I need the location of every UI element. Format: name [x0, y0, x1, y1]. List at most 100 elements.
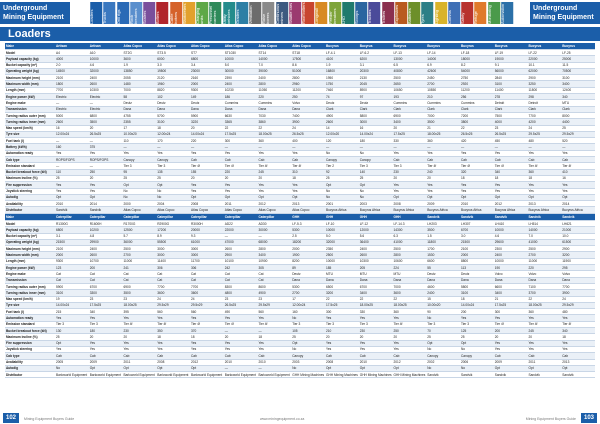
category-tab[interactable]: Personnel carriers — [209, 2, 222, 24]
category-tab[interactable]: Cable bolters — [169, 2, 182, 24]
table-cell: 2009 — [88, 359, 123, 366]
category-tab[interactable]: Comms — [447, 2, 460, 24]
table-cell: 3600 — [392, 289, 427, 297]
table-row: Availability 2005 2009 2011 2008 2012 2010 2010… — [5, 359, 595, 366]
table-cell: Cab — [122, 352, 157, 360]
category-tab[interactable]: Tyres — [421, 2, 434, 24]
table-cell: 90 — [426, 308, 460, 316]
table-cell: 70500 — [561, 68, 595, 76]
category-tab[interactable]: Batteries — [408, 2, 421, 24]
footer-text-center[interactable]: www.miningequipment.co.za — [260, 417, 305, 421]
category-tab[interactable]: Explosives — [394, 2, 407, 24]
table-cell: 230 — [392, 169, 427, 176]
table-cell: Cat — [122, 270, 157, 278]
table-cell: 340 — [88, 308, 123, 316]
table-cell: Cab — [392, 156, 427, 164]
table-cell: Opt — [561, 365, 595, 373]
table-cell: 20 — [190, 125, 224, 132]
table-cell: No — [325, 188, 359, 195]
category-tab[interactable]: Bolters — [156, 2, 169, 24]
header-make-cell: Bucyrus — [325, 43, 359, 50]
table-cell: Opt — [358, 365, 393, 373]
table-cell: 4.6 — [88, 62, 123, 69]
category-tab[interactable]: Shuttle cars — [288, 2, 301, 24]
category-tab[interactable]: Utility vehicles — [222, 2, 235, 24]
table-cell: Yes — [223, 181, 258, 189]
category-tab[interactable]: Lighting — [434, 2, 447, 24]
table-cell: 2160 — [190, 74, 224, 82]
category-tab[interactable]: Automation — [500, 2, 513, 24]
row-label: Bucket capacity (m³) — [5, 62, 55, 69]
table-cell: 1.9 — [122, 62, 157, 69]
category-tab[interactable]: Scoops — [355, 2, 368, 24]
table-cell: 3200 — [325, 289, 359, 297]
category-tab[interactable]: Ventilation — [249, 2, 262, 24]
table-cell: 4800 — [223, 289, 258, 297]
table-cell: 12000 — [358, 226, 393, 234]
category-tab[interactable]: Drill rigs — [116, 2, 129, 24]
table-row: Max speed (km/h) 16 20 17 18 20 22 22 24 14 16 20 21… — [5, 125, 595, 132]
table-cell: 2600 — [358, 251, 393, 259]
category-tab[interactable]: Tractors — [368, 2, 381, 24]
header-make-cell: Caterpillar — [55, 214, 89, 221]
table-cell: Yes — [392, 150, 427, 158]
category-tab[interactable]: Raise borers — [262, 2, 275, 24]
table-cell: 18 — [493, 175, 528, 183]
category-tab[interactable]: Rock breakers — [129, 2, 142, 24]
category-tab[interactable]: Loaders — [90, 2, 103, 24]
table-cell: LF-22 — [527, 49, 562, 57]
row-label: Max speed (km/h) — [5, 296, 55, 303]
table-cell: 3000 — [190, 245, 224, 253]
category-tab[interactable]: Feeder breakers — [328, 2, 341, 24]
category-tab[interactable]: Safety — [461, 2, 474, 24]
table-cell: 2006 — [460, 359, 494, 366]
table-cell: Canopy — [325, 156, 359, 164]
category-tab[interactable]: Trailers — [381, 2, 394, 24]
table-cell: 10100 — [223, 258, 258, 266]
table-cell: Tier 3 — [358, 162, 393, 170]
category-tab[interactable]: Continuous miners — [275, 2, 288, 24]
table-cell: Yes — [392, 188, 427, 195]
category-tab[interactable]: Roof bolters — [302, 2, 315, 24]
row-label: Battery (kWh) — [5, 143, 55, 151]
table-cell: 4000 — [493, 118, 528, 126]
category-tab[interactable]: Trucks — [103, 2, 116, 24]
category-tab[interactable]: Scalers — [143, 2, 156, 24]
table-cell: 24 — [190, 296, 224, 303]
category-tab[interactable]: Charging units — [196, 2, 209, 24]
table-cell: 20 — [392, 333, 427, 341]
category-tab[interactable]: Monitoring — [487, 2, 500, 24]
category-tab[interactable]: Graders — [235, 2, 248, 24]
table-cell: Tier 4f — [527, 321, 562, 329]
table-cell: 2004 — [156, 200, 190, 208]
table-cell: 5.7 — [122, 233, 157, 240]
table-cell: Sandvik — [426, 371, 460, 379]
category-tab[interactable]: Shotcreters — [182, 2, 195, 24]
table-cell: 20 — [122, 333, 157, 341]
table-cell: No — [325, 194, 359, 202]
table-cell: Canopy — [426, 352, 460, 360]
table-cell: Yes — [257, 150, 292, 158]
table-row: Distributor Barloworld Equipment Barloworl… — [5, 371, 595, 379]
table-cell: 51000 — [291, 68, 325, 76]
table-cell: Tier 3 — [358, 321, 393, 329]
table-cell: 2400 — [493, 251, 528, 259]
table-cell: 2450 — [426, 74, 460, 82]
table-cell: 3.1 — [55, 233, 89, 240]
table-cell: No — [122, 188, 157, 195]
table-cell: Cab — [493, 156, 528, 164]
header-make-cell: Bucyrus — [527, 43, 562, 50]
table-cell: Yes — [325, 314, 359, 322]
table-cell: 7700 — [190, 283, 224, 291]
category-tab[interactable]: Longwall — [315, 2, 328, 24]
table-cell: 6700 — [88, 283, 123, 291]
table-cell: 22 — [257, 125, 292, 132]
table-cell: Cat — [55, 277, 89, 284]
table-cell: 2500 — [325, 251, 359, 259]
table-cell: 18 — [460, 175, 494, 183]
table-cell: 300 — [325, 308, 359, 316]
category-tab[interactable]: Refuge — [474, 2, 487, 24]
table-cell: — — [325, 143, 359, 151]
table-cell: Bucyrus Africa — [527, 206, 562, 214]
category-tab[interactable]: LHD — [341, 2, 354, 24]
